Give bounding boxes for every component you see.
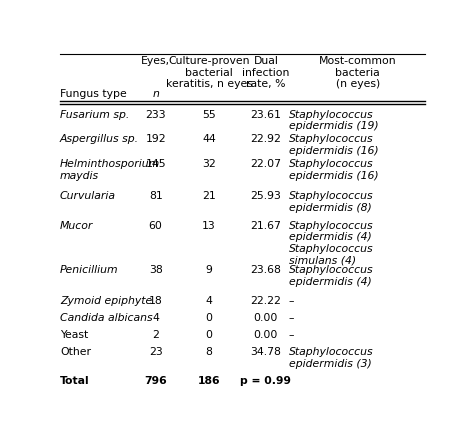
Text: –: – [289, 313, 294, 323]
Text: 18: 18 [149, 296, 163, 306]
Text: n: n [152, 89, 159, 99]
Text: 796: 796 [144, 376, 167, 386]
Text: Staphylococcus
epidermidis (4)
Staphylococcus
simulans (4): Staphylococcus epidermidis (4) Staphyloc… [289, 221, 374, 266]
Text: 23.68: 23.68 [250, 265, 282, 275]
Text: 22.07: 22.07 [250, 159, 282, 169]
Text: Fungus type: Fungus type [60, 89, 127, 99]
Text: 145: 145 [146, 159, 166, 169]
Text: 186: 186 [198, 376, 220, 386]
Text: Most-common
bacteria
(n eyes): Most-common bacteria (n eyes) [319, 56, 397, 89]
Text: Fusarium sp.: Fusarium sp. [60, 110, 129, 120]
Text: 9: 9 [206, 265, 212, 275]
Text: –: – [289, 296, 294, 306]
Text: 4: 4 [152, 313, 159, 323]
Text: Staphylococcus
epidermidis (16): Staphylococcus epidermidis (16) [289, 159, 378, 181]
Text: Other: Other [60, 347, 91, 357]
Text: Mucor: Mucor [60, 221, 93, 231]
Text: 55: 55 [202, 110, 216, 120]
Text: Curvularia: Curvularia [60, 192, 116, 201]
Text: Staphylococcus
epidermidis (8): Staphylococcus epidermidis (8) [289, 192, 374, 213]
Text: Dual
infection
rate, %: Dual infection rate, % [242, 56, 290, 89]
Text: 22.92: 22.92 [250, 134, 282, 144]
Text: 25.93: 25.93 [250, 192, 282, 201]
Text: 44: 44 [202, 134, 216, 144]
Text: 0.00: 0.00 [254, 330, 278, 340]
Text: 2: 2 [152, 330, 159, 340]
Text: 0: 0 [205, 330, 212, 340]
Text: Staphylococcus
epidermidis (4): Staphylococcus epidermidis (4) [289, 265, 374, 287]
Text: 21: 21 [202, 192, 216, 201]
Text: 60: 60 [149, 221, 163, 231]
Text: 21.67: 21.67 [250, 221, 282, 231]
Text: Staphylococcus
epidermidis (19): Staphylococcus epidermidis (19) [289, 110, 378, 131]
Text: 0: 0 [205, 313, 212, 323]
Text: Total: Total [60, 376, 90, 386]
Text: Culture-proven
bacterial
keratitis, n eyes: Culture-proven bacterial keratitis, n ey… [165, 56, 252, 89]
Text: 34.78: 34.78 [250, 347, 282, 357]
Text: 192: 192 [146, 134, 166, 144]
Text: Staphylococcus
epidermidis (3): Staphylococcus epidermidis (3) [289, 347, 374, 368]
Text: Penicillium: Penicillium [60, 265, 118, 275]
Text: Zymoid epiphyte: Zymoid epiphyte [60, 296, 152, 306]
Text: 22.22: 22.22 [250, 296, 282, 306]
Text: Yeast: Yeast [60, 330, 88, 340]
Text: 233: 233 [146, 110, 166, 120]
Text: Staphylococcus
epidermidis (16): Staphylococcus epidermidis (16) [289, 134, 378, 156]
Text: Aspergillus sp.: Aspergillus sp. [60, 134, 139, 144]
Text: 81: 81 [149, 192, 163, 201]
Text: 8: 8 [206, 347, 212, 357]
Text: 23: 23 [149, 347, 163, 357]
Text: Candida albicans: Candida albicans [60, 313, 153, 323]
Text: 23.61: 23.61 [250, 110, 282, 120]
Text: 38: 38 [149, 265, 163, 275]
Text: 0.00: 0.00 [254, 313, 278, 323]
Text: 13: 13 [202, 221, 216, 231]
Text: Eyes,: Eyes, [141, 56, 170, 66]
Text: 4: 4 [206, 296, 212, 306]
Text: –: – [289, 330, 294, 340]
Text: 32: 32 [202, 159, 216, 169]
Text: Helminthosporium
maydis: Helminthosporium maydis [60, 159, 160, 181]
Text: p = 0.99: p = 0.99 [240, 376, 292, 386]
